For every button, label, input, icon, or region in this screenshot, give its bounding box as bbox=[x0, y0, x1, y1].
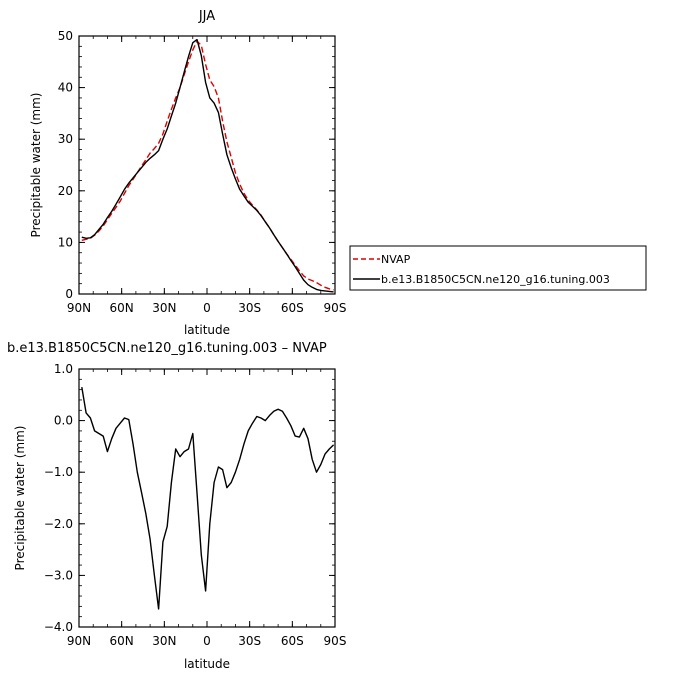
y-tick-label: −2.0 bbox=[44, 517, 73, 531]
x-tick-label: 90S bbox=[324, 634, 347, 648]
x-tick-label: 60N bbox=[110, 634, 134, 648]
legend-label-nvap: NVAP bbox=[381, 253, 411, 266]
x-tick-label: 90N bbox=[67, 301, 91, 315]
bottom-chart-ticks: 90N 60N 30N 0 30S 60S 90S 1.0 0.0 −1.0 −2.0 −3.0 −4.… bbox=[44, 362, 347, 648]
y-tick-label: −1.0 bbox=[44, 465, 73, 479]
series-line-difference bbox=[81, 386, 335, 610]
bottom-chart-x-axis-label: latitude bbox=[184, 657, 230, 671]
bottom-chart-plot-frame bbox=[78, 368, 336, 628]
top-chart-title: JJA bbox=[198, 9, 215, 24]
series-line-nvap bbox=[81, 40, 334, 291]
y-tick-label: 0.0 bbox=[54, 414, 73, 428]
x-tick-label: 0 bbox=[203, 301, 211, 315]
bottom-chart-title: b.e13.B1850C5CN.ne120_g16.tuning.003 – N… bbox=[7, 341, 327, 356]
y-tick-label: −3.0 bbox=[44, 568, 73, 582]
top-chart-plot-frame bbox=[78, 35, 336, 295]
y-tick-label: 10 bbox=[58, 235, 73, 249]
bottom-chart-series bbox=[81, 386, 335, 610]
bottom-chart-y-axis-label: Precipitable water (mm) bbox=[13, 426, 27, 571]
y-tick-label: 30 bbox=[58, 132, 73, 146]
y-tick-label: −4.0 bbox=[44, 620, 73, 634]
x-tick-label: 0 bbox=[203, 634, 211, 648]
x-tick-label: 30S bbox=[238, 301, 261, 315]
top-chart-y-axis-label: Precipitable water (mm) bbox=[29, 93, 43, 238]
y-tick-label: 1.0 bbox=[54, 362, 73, 376]
x-tick-label: 60N bbox=[110, 301, 134, 315]
x-tick-label: 30N bbox=[152, 634, 176, 648]
bottom-chart: b.e13.B1850C5CN.ne120_g16.tuning.003 – N… bbox=[7, 341, 346, 671]
y-tick-label: 40 bbox=[58, 81, 73, 95]
top-chart: JJA 90N 60N 30N 0 30S 60S 90S 0 10 20 30 40 50 latit… bbox=[29, 9, 346, 337]
x-tick-label: 30S bbox=[238, 634, 261, 648]
x-tick-label: 30N bbox=[152, 301, 176, 315]
top-chart-ticks: 90N 60N 30N 0 30S 60S 90S 0 10 20 30 40 50 bbox=[58, 29, 347, 315]
y-tick-label: 50 bbox=[58, 29, 73, 43]
legend-label-model: b.e13.B1850C5CN.ne120_g16.tuning.003 bbox=[381, 273, 610, 286]
x-tick-label: 60S bbox=[281, 634, 304, 648]
x-tick-label: 60S bbox=[281, 301, 304, 315]
x-tick-label: 90N bbox=[67, 634, 91, 648]
legend-box bbox=[349, 245, 647, 291]
x-tick-label: 90S bbox=[324, 301, 347, 315]
legend: NVAP b.e13.B1850C5CN.ne120_g16.tuning.00… bbox=[349, 245, 647, 291]
y-tick-label: 0 bbox=[65, 287, 73, 301]
top-chart-x-axis-label: latitude bbox=[184, 323, 230, 337]
series-line-b-e13-b1850c5cn-ne120-g16-tuning-003 bbox=[81, 38, 334, 293]
y-tick-label: 20 bbox=[58, 184, 73, 198]
top-chart-series bbox=[81, 38, 334, 293]
